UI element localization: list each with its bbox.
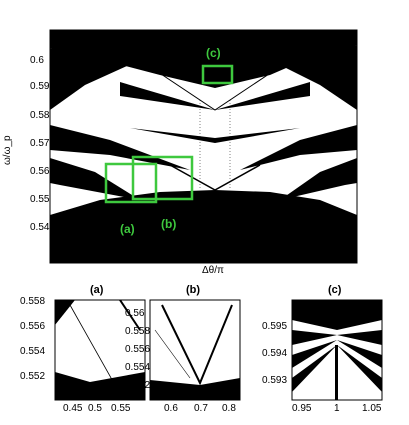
main-y-tick: 0.57	[30, 138, 50, 149]
main-x-tick: 1	[212, 251, 218, 262]
main-x-tick: 0.5	[131, 251, 145, 262]
subplot-b-y-tick: 0.554	[125, 362, 151, 373]
inset-label-b: (b)	[161, 217, 177, 231]
subplot-a-frame	[54, 299, 146, 401]
subplot-b-x-tick: 0.6	[164, 403, 178, 414]
inset-label-a: (a)	[120, 222, 135, 236]
subplot-c-x-tick: 0.95	[292, 403, 312, 414]
subplot-a-x-tick: 0.45	[63, 403, 83, 414]
subplot-c-title: (c)	[328, 284, 342, 296]
subplot-b-x-tick: 0.8	[222, 403, 236, 414]
subplot-a-x-tick: 0.5	[88, 403, 102, 414]
main-y-tick: 0.6	[30, 55, 44, 66]
subplot-c-y-tick: 0.593	[262, 375, 288, 386]
subplot-c-y-tick: 0.595	[262, 321, 288, 332]
main-y-tick: 0.59	[30, 81, 50, 92]
subplot-c-frame	[291, 299, 383, 401]
subplot-c-x-tick: 1	[334, 403, 340, 414]
subplot-a-x-tick: 0.55	[111, 403, 131, 414]
subplot-c-area	[292, 300, 382, 400]
subplot-b-frame	[149, 299, 241, 401]
inset-label-c: (c)	[206, 46, 221, 60]
inset-box-b	[131, 155, 194, 201]
subplot-b-y-tick: 0.56	[125, 308, 145, 319]
inset-box-a	[104, 162, 158, 204]
main-y-tick: 0.54	[30, 222, 50, 233]
subplot-b-y-tick: 0.558	[125, 326, 151, 337]
subplot-a-y-tick: 0.554	[20, 346, 46, 357]
main-x-tick: 1.5	[293, 251, 307, 262]
subplot-a-y-tick: 0.558	[20, 296, 46, 307]
main-x-axis-label: Δθ/π	[202, 265, 224, 276]
main-y-axis-label: ω/ω_p	[2, 135, 13, 165]
subplot-a-y-tick: 0.552	[20, 371, 46, 382]
subplot-b-title: (b)	[186, 284, 201, 296]
main-y-tick: 0.58	[30, 110, 50, 121]
subplot-c-x-tick: 1.05	[362, 403, 382, 414]
inset-box-c	[201, 64, 234, 85]
subplot-b-x-tick: 0.7	[194, 403, 208, 414]
subplot-c-y-tick: 0.594	[262, 348, 288, 359]
subplot-a-title: (a)	[90, 284, 104, 296]
main-plot-frame	[49, 29, 358, 264]
main-y-tick: 0.56	[30, 166, 50, 177]
subplot-b-y-tick: 0.556	[125, 344, 151, 355]
subplot-b-y-tick: 0.552	[125, 380, 151, 391]
subplot-a-y-tick: 0.556	[20, 321, 46, 332]
subplot-a-area	[55, 300, 145, 400]
main-y-tick: 0.55	[30, 194, 50, 205]
subplot-b-area	[150, 300, 240, 400]
